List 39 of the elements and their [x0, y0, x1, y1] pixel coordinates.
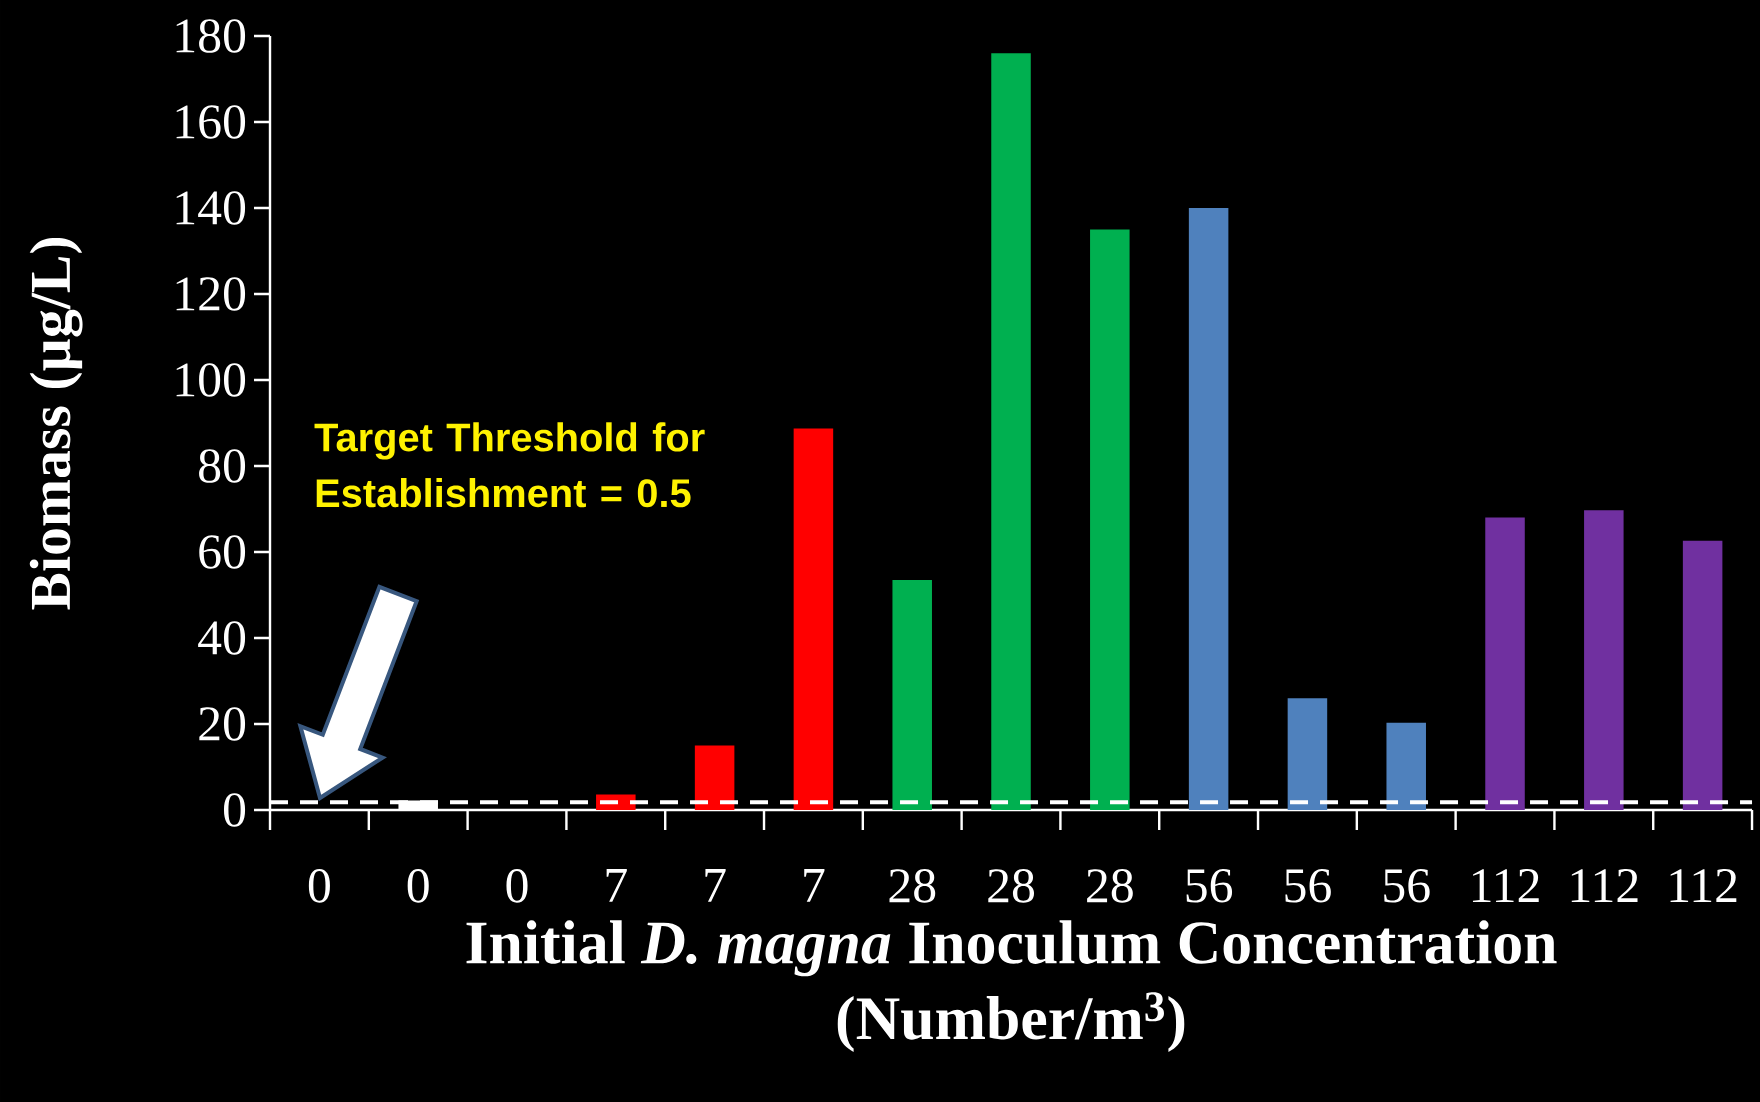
bar: [1090, 229, 1130, 810]
x-tick-label: 28: [988, 869, 1035, 903]
y-tick-label: 60: [199, 535, 246, 569]
x-tick-label: 0: [506, 869, 528, 903]
bar: [1682, 540, 1723, 810]
y-tick-label: 120: [176, 277, 246, 311]
x-tick-label: 112: [1571, 869, 1638, 903]
y-tick-label: 160: [176, 105, 246, 139]
annotation: Target Threshold for Establishment = 0.5: [314, 422, 705, 508]
x-tick-label: 7: [705, 869, 726, 902]
x-tick-label: 112: [1472, 869, 1539, 903]
x-tick-label: 0: [407, 869, 429, 903]
y-tick-label: 140: [176, 191, 246, 225]
x-tick-label: 112: [1670, 869, 1737, 903]
x-tick-label: 0: [308, 869, 330, 903]
y-axis-title: Biomass (µg/L): [29, 237, 83, 610]
x-tick-label: 7: [606, 869, 627, 902]
x-axis-title: Initial D. magna Inoculum Concentration (Number/m$^{3}$): [466, 920, 1557, 1053]
y-tick-label: 100: [176, 363, 246, 397]
bar: [892, 579, 932, 810]
bar: [1287, 698, 1328, 810]
y-tick-label: 80: [199, 449, 246, 483]
bar: [1386, 722, 1426, 810]
bar: [694, 745, 735, 810]
bar: [793, 428, 834, 810]
y-tick-label: 20: [199, 707, 246, 741]
bar: [1485, 517, 1525, 810]
x-tick-label: 56: [1186, 869, 1233, 903]
x-tick-label: 28: [889, 869, 936, 903]
x-tick-label: 28: [1087, 869, 1133, 903]
y-tick-label: 0: [223, 793, 246, 827]
bar: [1188, 207, 1229, 810]
y-tick-label: 180: [176, 19, 246, 53]
bar: [991, 53, 1031, 810]
x-tick-label: 56: [1285, 869, 1331, 903]
y-tick-label: 40: [198, 621, 246, 655]
x-tick-label: 7: [804, 869, 825, 902]
bar: [1584, 510, 1624, 810]
x-tick-label: 56: [1384, 869, 1430, 903]
